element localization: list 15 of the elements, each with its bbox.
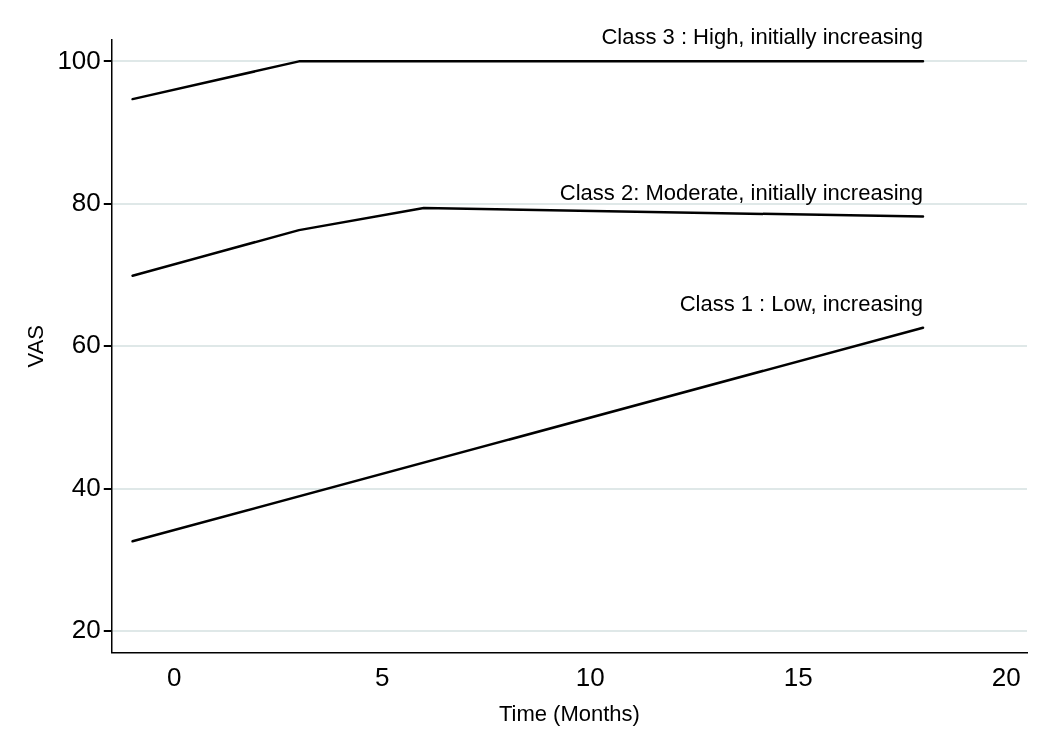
series-label: Class 2: Moderate, initially increasing xyxy=(559,179,923,205)
y-axis-title: VAS xyxy=(23,325,49,368)
y-tick-label: 100 xyxy=(57,44,101,75)
x-tick-label: 10 xyxy=(575,662,605,693)
x-tick-label: 20 xyxy=(991,662,1021,693)
y-tick-label: 20 xyxy=(71,614,101,645)
y-tick-label: 80 xyxy=(71,186,101,217)
x-tick-label: 0 xyxy=(166,662,182,693)
series-label: Class 1 : Low, increasing xyxy=(679,290,923,316)
x-tick-label: 15 xyxy=(783,662,813,693)
x-tick-label: 5 xyxy=(374,662,390,693)
x-axis-title: Time (Months) xyxy=(498,700,640,726)
series-label: Class 3 : High, initially increasing xyxy=(601,24,923,50)
y-tick-label: 60 xyxy=(71,329,101,360)
y-tick-label: 40 xyxy=(71,471,101,502)
